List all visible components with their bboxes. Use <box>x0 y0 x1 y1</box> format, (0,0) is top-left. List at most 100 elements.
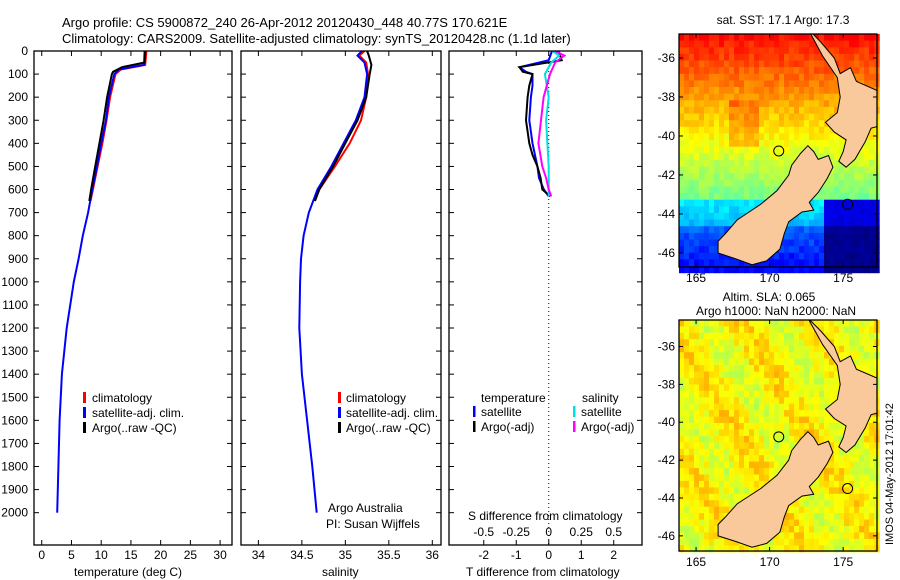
map-cell <box>764 397 770 405</box>
map-cell <box>694 87 700 95</box>
lon-tick-label: 170 <box>760 555 780 569</box>
map-cell <box>724 545 730 553</box>
map-cell <box>859 252 865 260</box>
map-cell <box>704 252 710 260</box>
map-cell <box>779 538 785 546</box>
map-cell <box>839 193 845 201</box>
float-marker <box>842 483 854 495</box>
map-cell <box>784 545 790 553</box>
map-cell <box>709 448 715 456</box>
map-cell <box>824 252 830 260</box>
map-cell <box>809 384 815 392</box>
map-cell <box>869 345 875 353</box>
lat-tick-label: -44 <box>658 207 676 221</box>
map-cell <box>869 186 875 194</box>
map-cell <box>824 506 830 514</box>
map-cell <box>699 519 705 527</box>
map-cell <box>774 153 780 161</box>
map-cell <box>684 532 690 540</box>
map-cell <box>869 358 875 366</box>
map-cell <box>869 423 875 430</box>
map-cell <box>779 545 785 553</box>
map-cell <box>684 80 690 88</box>
map-cell <box>849 493 855 501</box>
map-cell <box>714 133 720 141</box>
map-cell <box>819 87 825 95</box>
map-cell <box>719 206 725 214</box>
map-cell <box>699 365 705 373</box>
map-cell <box>769 377 775 385</box>
map-cell <box>764 435 770 443</box>
map-cell <box>679 87 685 95</box>
map-cell <box>724 126 730 134</box>
map-cell <box>814 113 820 121</box>
map-cell <box>724 384 730 392</box>
map-cell <box>694 416 700 424</box>
map-cell <box>864 140 870 148</box>
legend-label: satellite <box>581 405 622 419</box>
map-cell <box>779 390 785 398</box>
map-cell <box>859 455 865 463</box>
map-cell <box>839 480 845 488</box>
map-cell <box>689 532 695 540</box>
map-cell <box>769 146 775 154</box>
map-cell <box>774 146 780 154</box>
map-cell <box>764 377 770 385</box>
map-cell <box>784 410 790 418</box>
map-cell <box>729 100 735 108</box>
map-cell <box>809 352 815 360</box>
map-cell <box>824 526 830 533</box>
map-cell <box>734 384 740 392</box>
map-cell <box>799 232 805 241</box>
map-cell <box>774 179 780 187</box>
map-cell <box>759 448 765 456</box>
map-cell <box>869 206 875 214</box>
map-cell <box>769 358 775 366</box>
map-cell <box>784 259 790 267</box>
map-cell <box>709 468 715 476</box>
map-cell <box>744 384 750 392</box>
map-cell <box>794 80 800 88</box>
map-cell <box>859 193 865 201</box>
map-cell <box>704 397 710 405</box>
map-cell <box>719 506 725 514</box>
map-cell <box>709 371 715 379</box>
map-cell <box>784 166 790 174</box>
map-cell <box>849 266 855 274</box>
map-cell <box>784 73 790 81</box>
map-cell <box>814 252 820 260</box>
map-cell <box>689 403 695 411</box>
map-cell <box>809 213 815 221</box>
map-cell <box>694 40 700 48</box>
map-cell <box>759 390 765 398</box>
map-cell <box>699 526 705 533</box>
map-cell <box>859 480 865 488</box>
map-cell <box>689 358 695 366</box>
map-cell <box>684 429 690 437</box>
map-cell <box>789 519 795 527</box>
map-cell <box>699 80 705 88</box>
map-cell <box>704 160 710 168</box>
map-cell <box>704 339 710 347</box>
map-cell <box>719 345 725 353</box>
map-cell <box>719 397 725 405</box>
map-cell <box>869 435 875 443</box>
map-cell <box>699 390 705 398</box>
map-cell <box>719 384 725 392</box>
lon-tick-label: 170 <box>760 271 780 285</box>
map-cell <box>764 358 770 366</box>
map-cell <box>694 219 700 227</box>
map-cell <box>724 186 730 194</box>
map-cell <box>699 326 705 334</box>
map-cell <box>824 332 830 340</box>
t-difference-label: T difference from climatology <box>466 565 620 579</box>
map-cell <box>724 153 730 161</box>
map-cell <box>704 219 710 227</box>
map-cell <box>814 73 820 81</box>
map-cell <box>704 371 710 379</box>
map-cell <box>729 493 735 501</box>
map-cell <box>734 332 740 340</box>
map-cell <box>784 352 790 360</box>
map-cell <box>864 173 870 181</box>
map-cell <box>709 34 715 42</box>
